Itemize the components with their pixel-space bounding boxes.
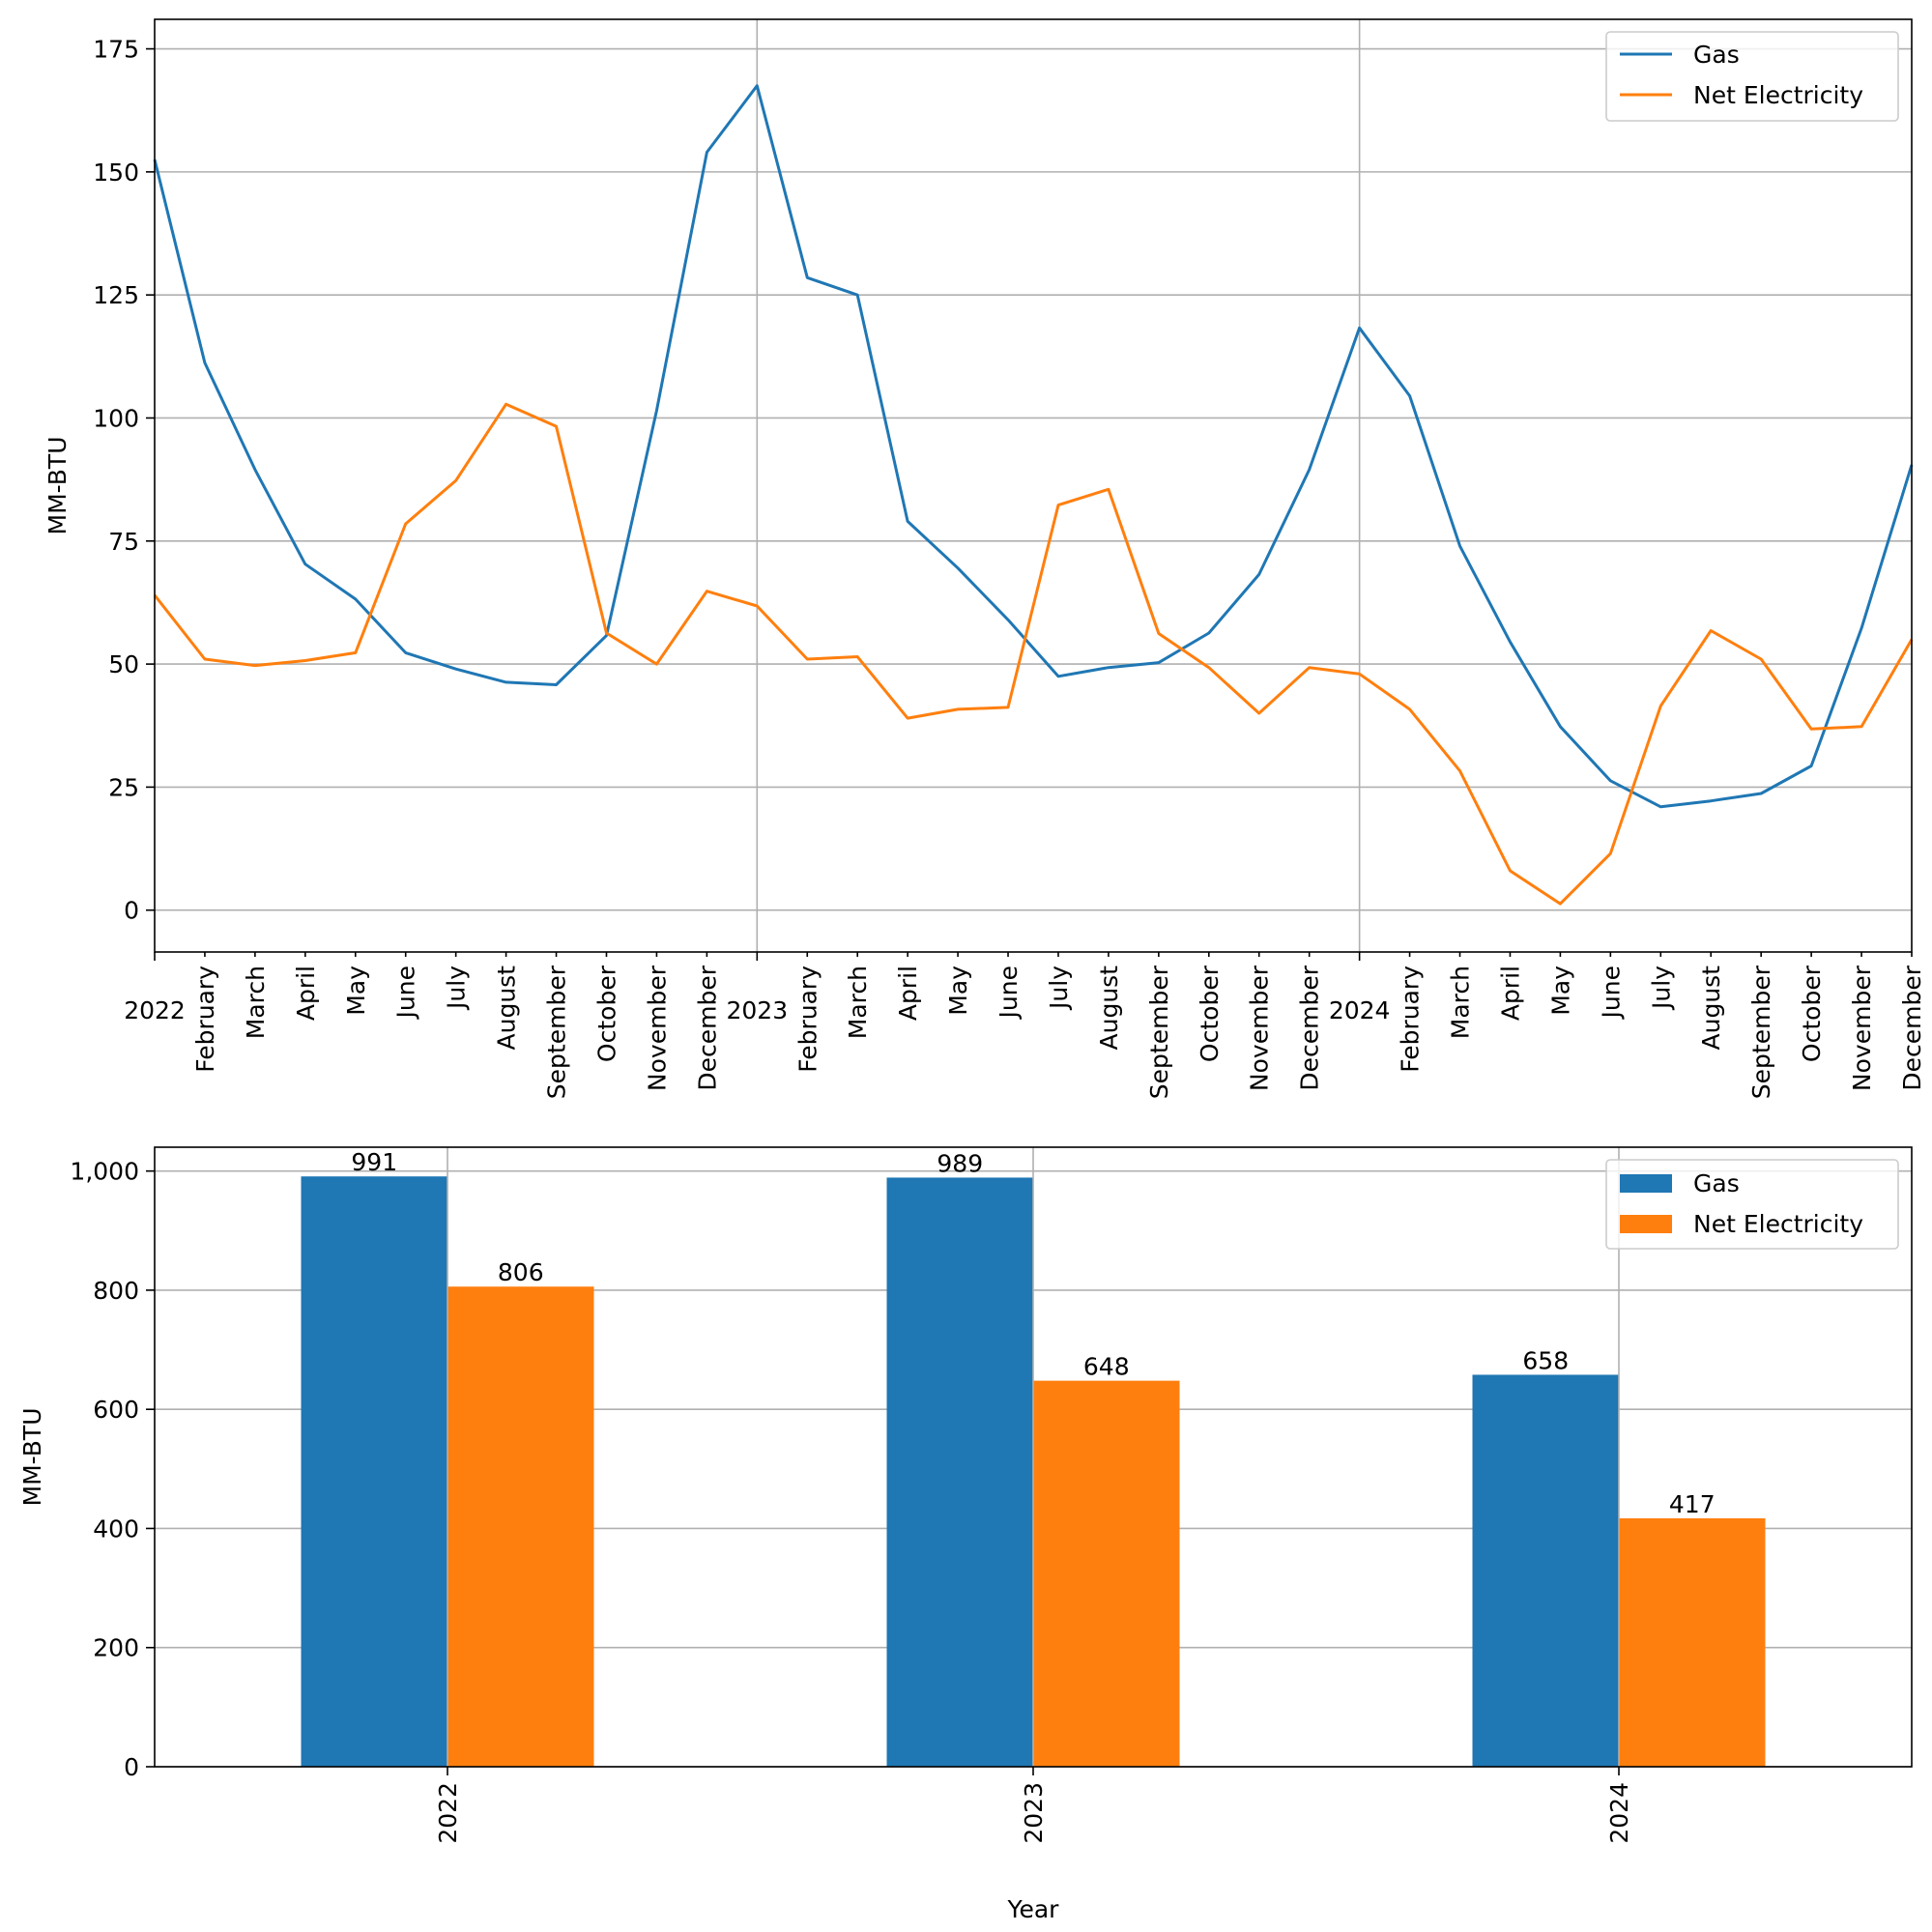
line-chart-year-label: 2024: [1329, 996, 1391, 1024]
bar-legend-label: Net Electricity: [1693, 1210, 1863, 1238]
bar-chart-y-tick-label: 0: [124, 1753, 139, 1781]
bar-chart: 991 989 658 806 648 417 0 200 400 600 800 1,000 20…: [18, 1146, 1913, 1923]
bar-net-electricity: [1619, 1517, 1766, 1767]
line-chart-month-label: October: [592, 965, 620, 1062]
line-chart-y-axis-label: MM-BTU: [43, 437, 72, 535]
line-series-net-electricity: [153, 402, 1914, 906]
line-chart-month-label: November: [1848, 965, 1876, 1091]
line-chart-y-ticks: 0 25 50 75 100 125 150 175: [93, 36, 155, 925]
line-chart-month-label: September: [1145, 965, 1173, 1099]
line-chart-month-label: June: [1597, 966, 1625, 1020]
line-chart-grid: [155, 19, 1912, 952]
line-chart-month-label: April: [894, 966, 922, 1021]
bar-chart-y-ticks: 0 200 400 600 800 1,000: [70, 1158, 155, 1781]
bar-chart-y-axis-label: MM-BTU: [18, 1408, 46, 1507]
bar-gas: [1472, 1374, 1619, 1767]
line-chart-series: [153, 84, 1914, 906]
line-chart-y-tick-label: 100: [93, 404, 139, 432]
line-chart-legend: Gas Net Electricity: [1605, 31, 1899, 122]
line-chart-month-label: May: [1546, 966, 1574, 1016]
bar-chart-y-tick-label: 600: [93, 1396, 139, 1424]
line-chart-month-label: October: [1196, 965, 1224, 1062]
bar-value-label: 417: [1669, 1490, 1716, 1518]
bar-legend-swatch: [1620, 1174, 1672, 1193]
bar-chart-x-axis-label: Year: [1007, 1895, 1060, 1923]
bar-chart-category-label: 2024: [1605, 1782, 1633, 1844]
bar-value-label: 658: [1522, 1346, 1569, 1374]
line-chart-month-label: April: [292, 966, 320, 1021]
line-legend-label: Gas: [1693, 41, 1740, 69]
line-chart-y-tick-label: 25: [108, 773, 139, 801]
line-chart-month-label: March: [844, 966, 872, 1039]
bar-chart-x-ticks: 2022 2023 2024: [434, 1767, 1633, 1844]
line-chart-y-tick-label: 75: [108, 528, 139, 556]
line-chart-month-label: February: [1397, 966, 1425, 1073]
bar-chart-y-tick-label: 1,000: [70, 1158, 139, 1186]
line-chart-y-tick-label: 150: [93, 159, 139, 187]
line-chart-month-label: August: [1095, 966, 1123, 1051]
bar-chart-y-tick-label: 200: [93, 1634, 139, 1662]
line-chart-month-label: July: [1647, 966, 1675, 1011]
bar-chart-bars: 991 989 658 806 648 417: [301, 1148, 1766, 1767]
line-series-gas: [153, 84, 1914, 809]
line-chart-y-tick-label: 0: [124, 897, 139, 925]
bar-value-label: 989: [937, 1149, 983, 1177]
line-chart-month-label: March: [242, 966, 270, 1039]
line-chart-month-label: December: [1898, 965, 1926, 1090]
line-chart-month-label: June: [392, 966, 420, 1020]
bar-value-label: 806: [498, 1258, 544, 1286]
line-chart-year-label: 2022: [124, 996, 186, 1024]
line-chart-month-label: February: [191, 966, 219, 1073]
line-chart-month-label: September: [543, 965, 571, 1099]
bar-chart-category-label: 2023: [1020, 1782, 1048, 1844]
bar-gas: [301, 1176, 447, 1767]
line-chart-month-label: May: [944, 966, 972, 1016]
line-chart-month-label: December: [693, 965, 721, 1090]
line-chart-month-label: July: [1045, 966, 1073, 1011]
bar-gas: [886, 1177, 1033, 1767]
line-chart-month-label: June: [995, 966, 1023, 1020]
bar-net-electricity: [447, 1286, 594, 1767]
bar-chart-y-tick-label: 800: [93, 1277, 139, 1305]
bar-chart-legend: Gas Net Electricity: [1605, 1159, 1899, 1250]
bar-legend-label: Gas: [1693, 1169, 1740, 1197]
line-chart-month-label: March: [1447, 966, 1475, 1039]
line-chart-month-label: November: [643, 965, 671, 1091]
bar-value-label: 648: [1083, 1353, 1130, 1381]
line-chart-month-label: August: [493, 966, 521, 1051]
line-chart-month-label: May: [342, 966, 370, 1016]
bar-legend-swatch: [1620, 1215, 1672, 1233]
line-legend-box: [1605, 31, 1899, 122]
bar-chart-category-label: 2022: [434, 1782, 462, 1844]
bar-net-electricity: [1033, 1380, 1180, 1767]
line-chart-month-label: October: [1798, 965, 1826, 1062]
line-chart-month-label: July: [443, 966, 471, 1011]
line-chart-frame: [154, 18, 1913, 953]
line-chart-month-label: November: [1246, 965, 1274, 1091]
line-chart-month-label: August: [1697, 966, 1725, 1051]
bar-legend-box: [1605, 1159, 1899, 1250]
line-legend-label: Net Electricity: [1693, 81, 1863, 109]
line-chart-month-label: December: [1296, 965, 1324, 1090]
line-chart-y-tick-label: 175: [93, 36, 139, 64]
line-chart-month-label: September: [1747, 965, 1775, 1099]
line-chart-month-label: April: [1496, 966, 1524, 1021]
bar-chart-vertical-grid: [447, 1147, 1620, 1767]
line-chart-y-tick-label: 125: [93, 281, 139, 309]
line-chart-x-ticks: 2022 February March April May June July August S…: [124, 952, 1926, 1099]
line-chart-year-label: 2023: [727, 996, 789, 1024]
line-chart-month-label: February: [793, 966, 822, 1073]
bar-value-label: 991: [351, 1148, 397, 1176]
line-chart-y-tick-label: 50: [108, 650, 139, 678]
bar-chart-y-tick-label: 400: [93, 1514, 139, 1543]
